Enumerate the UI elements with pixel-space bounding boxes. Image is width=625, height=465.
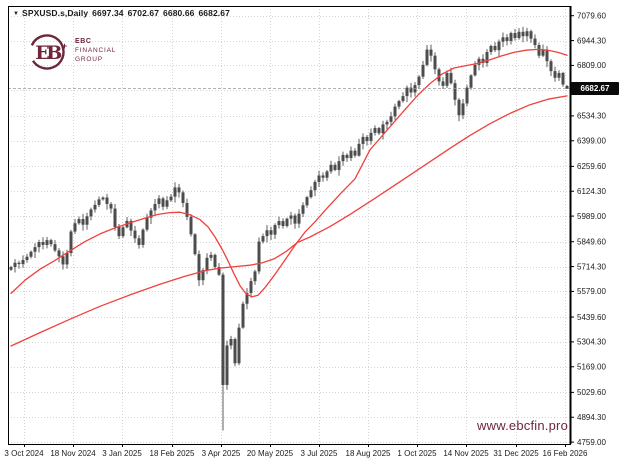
date-tick-label: 3 Jan 2025 [102, 449, 142, 458]
price-axis[interactable]: 7079.60 6944.30 6809.00 6534.30 6399.00 6259.… [570, 12, 606, 447]
price-tick-label: 5714.30 [577, 262, 606, 271]
price-tick-label: 6399.00 [577, 137, 606, 146]
price-tick-label: 5989.00 [577, 212, 606, 221]
price-tick-label: 6534.30 [577, 112, 606, 121]
current-price-tag: 6682.67 [571, 82, 619, 95]
chart-frame [8, 6, 571, 445]
date-tick-label: 31 Dec 2025 [493, 449, 539, 458]
ohlc-low: 6680.66 [163, 8, 195, 18]
ebc-logo-text: EBC FINANCIAL GROUP [75, 38, 116, 66]
date-tick-label: 16 Feb 2026 [543, 449, 588, 458]
ebc-logo-mark-icon: EB + [29, 34, 67, 70]
brand-name: EBC [75, 38, 92, 46]
date-tick-label: 1 Oct 2025 [397, 449, 437, 458]
price-tick-label: 5169.00 [577, 363, 606, 372]
time-axis[interactable]: 3 Oct 2024 18 Nov 2024 3 Jan 2025 18 Feb 20… [4, 444, 588, 458]
brand-word-group: GROUP [75, 55, 103, 63]
date-tick-label: 14 Nov 2025 [443, 449, 489, 458]
ohlc-high: 6702.67 [127, 8, 160, 18]
date-tick-label: 18 Nov 2024 [50, 449, 96, 458]
grid [8, 6, 570, 444]
price-tick-label: 5029.60 [577, 388, 606, 397]
collapse-triangle-icon[interactable]: ▼ [13, 11, 20, 17]
price-tick-label: 5849.60 [577, 238, 606, 247]
price-tick-label: 7079.60 [577, 12, 606, 21]
ohlc-open: 6697.34 [92, 8, 124, 18]
price-tick-label: 5439.60 [577, 313, 606, 322]
svg-text:+: + [62, 41, 67, 51]
date-tick-label: 3 Apr 2025 [202, 449, 241, 458]
ma-slow-200-line [10, 95, 568, 347]
price-tick-label: 5304.30 [577, 338, 606, 347]
date-tick-label: 20 May 2025 [247, 449, 294, 458]
price-tick-label: 6124.30 [577, 187, 606, 196]
chart-title-bar: ▼ SPXUSD.s,Daily 6697.34 6702.67 6680.66 6682… [13, 8, 230, 18]
price-tick-label: 6259.60 [577, 162, 606, 171]
ohlc-close: 6682.67 [198, 8, 230, 18]
ma-fast-50-line [10, 48, 568, 298]
symbol-period-label: SPXUSD.s,Daily [22, 8, 89, 18]
ebc-monogram: EB [35, 42, 62, 64]
date-tick-label: 18 Aug 2025 [346, 449, 391, 458]
price-tick-label: 5579.00 [577, 287, 606, 296]
price-tick-label: 4894.30 [577, 413, 606, 422]
date-tick-label: 3 Oct 2024 [4, 449, 44, 458]
price-tick-label: 4759.00 [577, 438, 606, 447]
price-tick-label: 6809.00 [577, 61, 606, 70]
ebc-logo: EB + EBC FINANCIAL GROUP [28, 32, 116, 72]
website-watermark: www.ebcfin.pro [477, 418, 568, 433]
date-tick-label: 18 Feb 2025 [150, 449, 195, 458]
date-tick-label: 3 Jul 2025 [301, 449, 338, 458]
candlestick-series [9, 26, 569, 431]
brand-word-financial: FINANCIAL [75, 46, 117, 54]
price-tick-label: 6944.30 [577, 36, 606, 45]
